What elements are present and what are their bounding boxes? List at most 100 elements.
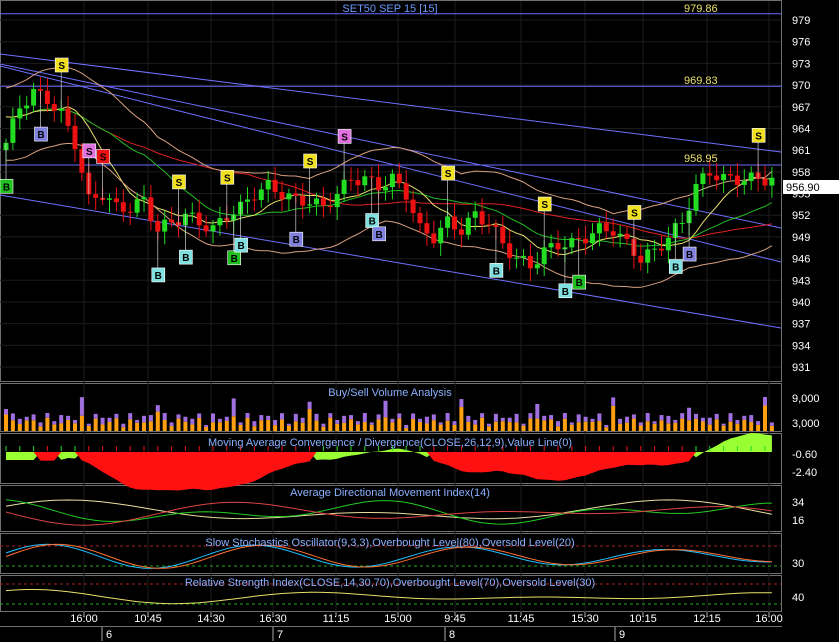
volume-bar-buy [638,425,643,431]
volume-bar-buy [742,419,747,431]
candle [603,211,609,239]
signal-box [96,149,110,164]
volume-bar-buy [231,416,236,431]
volume-bar-sell [569,422,574,425]
volume-bar-sell [114,413,119,419]
candle [272,166,278,199]
signal-box [682,246,697,262]
candle-body [555,243,561,250]
candle-body [748,172,754,182]
volume-bar-sell [59,415,64,424]
volume-bar-buy [86,425,91,431]
volume-bar-buy [576,422,581,431]
candle-body [445,216,451,228]
candle [127,202,133,226]
volume-bar-sell [625,416,629,423]
volume-panel-border [0,383,782,432]
signal-box [151,267,166,283]
volume-bar-sell [148,415,153,422]
candle [465,212,471,240]
candle [596,217,602,247]
band-lower-line [5,142,773,288]
candle [410,190,416,223]
volume-bar-sell [721,423,726,426]
candle-body [396,173,402,184]
volume-bar-sell [369,422,374,425]
volume-bar-buy [604,427,609,431]
volume-bar-buy [107,422,112,431]
rsi-lines [0,583,781,605]
volume-bar-sell [673,419,678,423]
price-tick-label: 958 [792,167,810,179]
signal-letter: S [445,169,452,180]
volume-bar-buy [128,419,133,431]
volume-bar-sell [273,419,278,426]
macd-tick-low: -2.40 [792,467,817,479]
candle-body [10,118,16,143]
volume-bar-sell [700,417,705,422]
channel-line [0,63,782,229]
adx-panel-border [0,485,782,532]
price-tick-label: 943 [792,275,810,287]
adx-plus-di-line [5,499,772,525]
last-price-box [783,180,839,194]
price-tick-label: 949 [792,232,810,244]
volume-bar-sell [742,415,747,420]
volume-bar-sell [224,416,229,422]
candle [169,206,175,227]
volume-bar-sell [397,413,402,419]
candle-body [541,247,547,265]
signal-marker-b: B [489,226,504,278]
volume-bar-buy [390,422,395,431]
signal-box [558,283,573,299]
candle-body [693,184,699,211]
volume-bar-sell [618,418,623,424]
candle-body [603,223,609,232]
candle-body [272,179,278,192]
volume-bar-sell [100,417,105,425]
candle-body [438,227,444,244]
candle [320,186,326,218]
candle-body [500,226,506,244]
time-tick-label: 10:15 [629,613,657,625]
volume-bar-sell [735,419,740,424]
channel-line [0,65,782,263]
volume-bar-sell [528,413,533,419]
signal-box [82,143,97,159]
candle [748,166,754,191]
candle-body [251,199,257,201]
volume-bar-buy [79,415,84,431]
candle-body [286,193,292,200]
volume-bar-buy [480,417,485,431]
volume-bar-buy [728,421,733,431]
stoch-d-line [5,543,772,569]
candle-body [245,199,250,202]
candle-body [79,149,85,173]
price-tick-label: 973 [792,58,810,70]
volume-bar-sell [79,397,84,416]
candle-body [141,197,147,200]
volume-bar-sell [521,423,526,426]
candle-body [148,197,154,222]
volume-bar-buy [569,424,574,431]
volume-bar-buy [438,424,443,431]
candle-body [327,205,333,208]
candle-body [638,255,644,263]
ma-yellow-line [5,106,772,256]
signal-marker-b: B [558,247,573,299]
signal-box [0,178,14,194]
volume-bar-sell [452,421,457,425]
volume-bar-buy [562,418,567,431]
candle [348,167,354,191]
volume-tick-low: 3,000 [792,418,820,430]
candle-body [189,212,195,214]
signal-marker-s: S [627,205,642,256]
volume-bar-buy [714,419,719,431]
volume-bar-buy [411,419,416,431]
volume-bar-buy [418,422,422,431]
signal-letter: S [631,208,638,219]
volume-bar-buy [528,418,533,431]
volume-bar-buy [424,423,429,431]
signal-marker-b: B [682,210,697,262]
